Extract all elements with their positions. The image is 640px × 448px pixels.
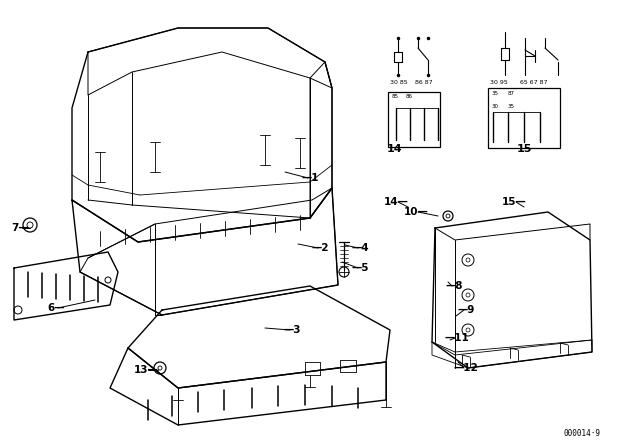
Text: 000014·9: 000014·9 xyxy=(563,429,600,438)
Text: —3: —3 xyxy=(284,325,301,335)
Text: 86: 86 xyxy=(406,94,413,99)
Text: 86 87: 86 87 xyxy=(415,80,433,85)
Text: 30 95: 30 95 xyxy=(490,80,508,85)
Text: —1: —1 xyxy=(301,173,319,183)
Text: —11: —11 xyxy=(445,333,469,343)
Text: 6—: 6— xyxy=(47,303,65,313)
Text: 15: 15 xyxy=(516,144,532,154)
Text: 14—: 14— xyxy=(383,197,408,207)
Text: 65 67 87: 65 67 87 xyxy=(520,80,547,85)
Text: 30: 30 xyxy=(492,104,499,109)
Text: —5: —5 xyxy=(351,263,369,273)
Text: 35: 35 xyxy=(508,104,515,109)
Text: —2: —2 xyxy=(311,243,329,253)
Text: 15—: 15— xyxy=(502,197,526,207)
Text: 13—: 13— xyxy=(134,365,158,375)
Text: —12: —12 xyxy=(454,363,478,373)
Text: 30 85: 30 85 xyxy=(390,80,408,85)
Text: 14: 14 xyxy=(386,144,402,154)
Text: 7—: 7— xyxy=(11,223,29,233)
Text: —4: —4 xyxy=(351,243,369,253)
Text: 87: 87 xyxy=(508,91,515,96)
Text: 35: 35 xyxy=(492,91,499,96)
Text: 10—: 10— xyxy=(404,207,428,217)
Text: 85: 85 xyxy=(392,94,399,99)
Text: —9: —9 xyxy=(458,305,475,315)
Text: —8: —8 xyxy=(445,281,463,291)
